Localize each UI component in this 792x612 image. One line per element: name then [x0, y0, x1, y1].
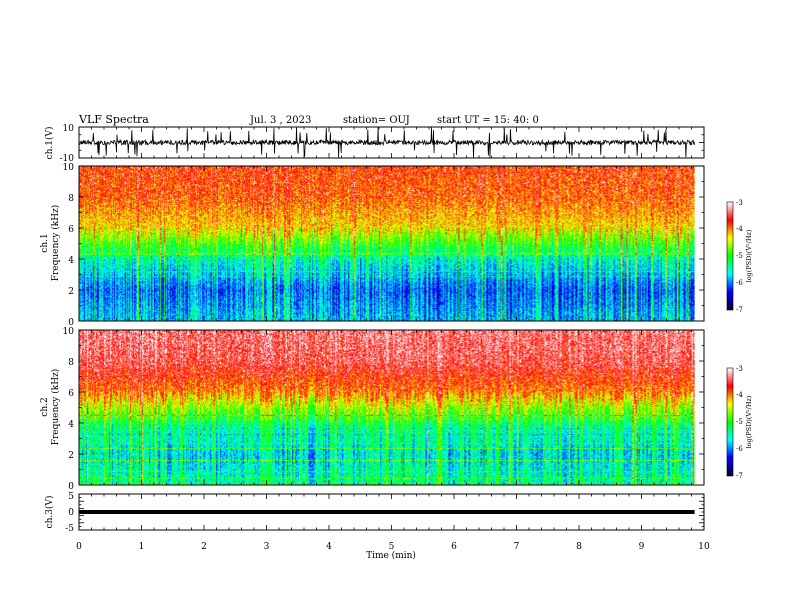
- axis-tick-marks: [78, 126, 705, 531]
- ch1-cb-tick-m3: -3: [736, 199, 743, 207]
- xtick-4: 4: [326, 542, 332, 552]
- xtick-6: 6: [451, 542, 457, 552]
- ch1-colorbar-frame: [726, 201, 734, 311]
- ch3-ytick-m5: -5: [65, 524, 74, 534]
- ch1-spec-ytick-2: 2: [68, 287, 74, 297]
- ch2-spec-ytick-6: 6: [68, 389, 74, 399]
- figure-station: station= OUJ: [343, 115, 410, 126]
- ch2-cb-tick-m7: -7: [736, 472, 743, 480]
- ch1-spec-ytick-0: 0: [68, 318, 74, 328]
- ch1-spec-ylabel-line1: ch.1: [40, 233, 50, 252]
- ch2-spec-ytick-2: 2: [68, 451, 74, 461]
- xtick-10: 10: [698, 542, 710, 552]
- ch2-colorbar-gradient: [727, 368, 733, 476]
- x-axis: 0 1 2 3 4 5 6 7 8 9 10 Time (min): [76, 542, 710, 561]
- xtick-8: 8: [576, 542, 582, 552]
- ch1-spec-ylabel-line2: Frequency (kHz): [50, 205, 61, 282]
- ch2-spec-ytick-0: 0: [68, 482, 74, 492]
- ch1-colorbar-label: log(PSD)(V²/Hz): [745, 229, 753, 282]
- x-axis-label: Time (min): [366, 550, 416, 561]
- ch2-colorbar-label: log(PSD)(V²/Hz): [745, 395, 753, 448]
- xtick-1: 1: [139, 542, 145, 552]
- ch2-colorbar-frame: [726, 367, 734, 477]
- figure-title: VLF Spectra: [78, 113, 149, 126]
- xtick-3: 3: [264, 542, 270, 552]
- ch3-ytick-5: 5: [68, 492, 74, 502]
- ch2-spec-ytick-10: 10: [63, 327, 75, 337]
- xtick-9: 9: [639, 542, 645, 552]
- ch1-spec-ytick-6: 6: [68, 225, 74, 235]
- ch1-cb-tick-m4: -4: [736, 225, 743, 233]
- ch2-spectrogram-panel: 10 8 6 4 2 0 ch.2 Frequency (kHz) -3 -4 …: [40, 327, 753, 492]
- ch2-cb-tick-m6: -6: [736, 445, 743, 453]
- xtick-5: 5: [389, 542, 395, 552]
- ch1-spec-ytick-10: 10: [63, 163, 75, 173]
- ch2-cb-tick-m4: -4: [736, 391, 743, 399]
- ch1-spec-ytick-4: 4: [68, 256, 74, 266]
- figure-date: Jul. 3 , 2023: [249, 115, 311, 126]
- ch1-spectrogram-panel: 10 8 6 4 2 0 ch.1 Frequency (kHz) -3 -4 …: [40, 163, 753, 328]
- ch1-cb-tick-m5: -5: [736, 252, 743, 260]
- ch3-ytick-0: 0: [68, 508, 74, 518]
- ch2-spectrogram-image: [79, 330, 695, 485]
- ch2-cb-tick-m3: -3: [736, 365, 743, 373]
- xtick-2: 2: [201, 542, 207, 552]
- ch1-colorbar-gradient: [727, 202, 733, 310]
- ch1-spectrogram-yticks: 10 8 6 4 2 0: [63, 163, 75, 328]
- ch1-waveform-panel: 10 -10 ch.1(V): [44, 124, 705, 164]
- xtick-0: 0: [76, 542, 82, 552]
- ch1-spectrogram-image: [79, 166, 695, 321]
- ch2-cb-tick-m5: -5: [736, 418, 743, 426]
- ch2-spectrogram-yticks: 10 8 6 4 2 0: [63, 327, 75, 492]
- ch1-waveform-trace: [78, 127, 696, 158]
- ch2-spec-ytick-8: 8: [68, 358, 74, 368]
- ch2-spec-ylabel-line2: Frequency (kHz): [50, 369, 61, 446]
- figure-start-time: start UT = 15: 40: 0: [437, 115, 539, 126]
- ch2-spec-ylabel-line1: ch.2: [40, 397, 50, 416]
- ch1-spec-ytick-8: 8: [68, 194, 74, 204]
- ch3-waveform-panel: 5 0 -5 ch.3(V): [44, 492, 705, 534]
- ch1-cb-tick-m6: -6: [736, 279, 743, 287]
- ch1-ytick-top: 10: [63, 124, 75, 134]
- ch1-ylabel: ch.1(V): [44, 127, 55, 160]
- xtick-7: 7: [514, 542, 520, 552]
- ch1-cb-tick-m7: -7: [736, 306, 743, 314]
- ch1-ytick-bottom: -10: [60, 154, 75, 164]
- ch2-spec-ytick-4: 4: [68, 420, 74, 430]
- ch3-ylabel: ch.3(V): [44, 496, 55, 529]
